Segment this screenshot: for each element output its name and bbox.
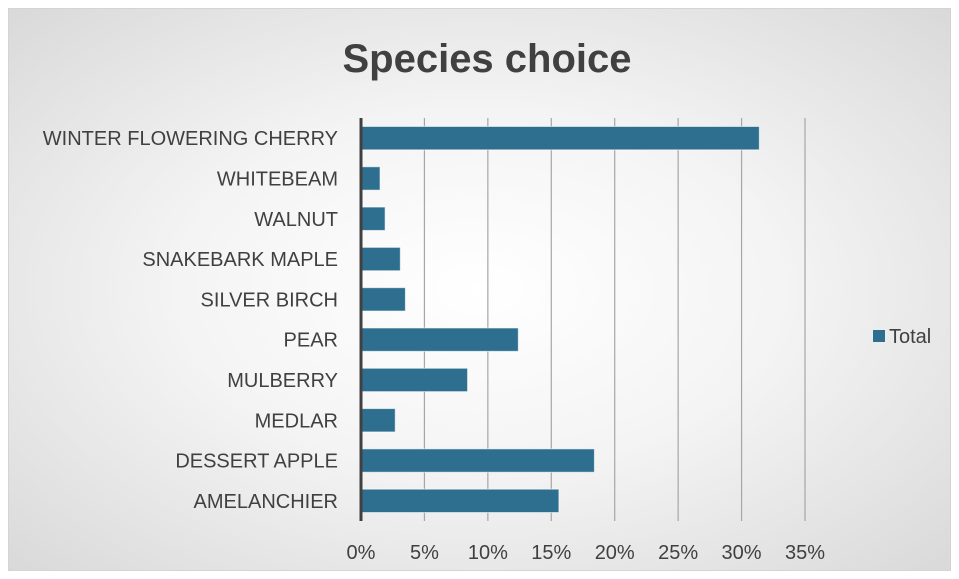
- x-tick-labels: 0% 5% 10% 15% 20% 25% 30% 35%: [347, 542, 826, 564]
- x-tick-label: 35%: [785, 542, 825, 564]
- x-tick-label: 10%: [468, 542, 508, 564]
- bar[interactable]: [360, 327, 519, 352]
- legend-label: Total: [889, 326, 931, 348]
- x-tick-label: 25%: [658, 542, 698, 564]
- category-label: MULBERRY: [227, 370, 338, 392]
- category-label: MEDLAR: [255, 410, 338, 432]
- chart-background: [8, 8, 951, 571]
- x-tick-label: 15%: [531, 542, 571, 564]
- bar[interactable]: [360, 166, 381, 191]
- bar[interactable]: [360, 448, 595, 473]
- bar[interactable]: [360, 287, 406, 312]
- category-label: SNAKEBARK MAPLE: [142, 249, 338, 271]
- category-label: SILVER BIRCH: [201, 289, 338, 311]
- bar[interactable]: [360, 246, 401, 272]
- x-tick-label: 5%: [410, 542, 439, 564]
- legend-swatch: [873, 330, 885, 342]
- bars: [360, 125, 760, 514]
- chart-title: Species choice: [342, 37, 631, 81]
- category-label: WINTER FLOWERING CHERRY: [43, 128, 338, 150]
- bar[interactable]: [360, 488, 560, 514]
- x-tick-label: 0%: [347, 542, 376, 564]
- bar[interactable]: [360, 408, 396, 433]
- x-tick-label: 30%: [722, 542, 762, 564]
- x-tick-label: 20%: [595, 542, 635, 564]
- category-label: AMELANCHIER: [194, 491, 338, 513]
- legend[interactable]: Total: [873, 326, 931, 348]
- category-labels: WINTER FLOWERING CHERRY WHITEBEAM WALNUT SN…: [43, 128, 338, 513]
- category-label: WALNUT: [254, 209, 338, 231]
- bar[interactable]: [360, 125, 760, 151]
- category-label: WHITEBEAM: [217, 168, 338, 190]
- bar[interactable]: [360, 367, 469, 393]
- category-label: PEAR: [284, 330, 338, 352]
- category-label: DESSERT APPLE: [175, 451, 338, 473]
- bar[interactable]: [360, 206, 386, 231]
